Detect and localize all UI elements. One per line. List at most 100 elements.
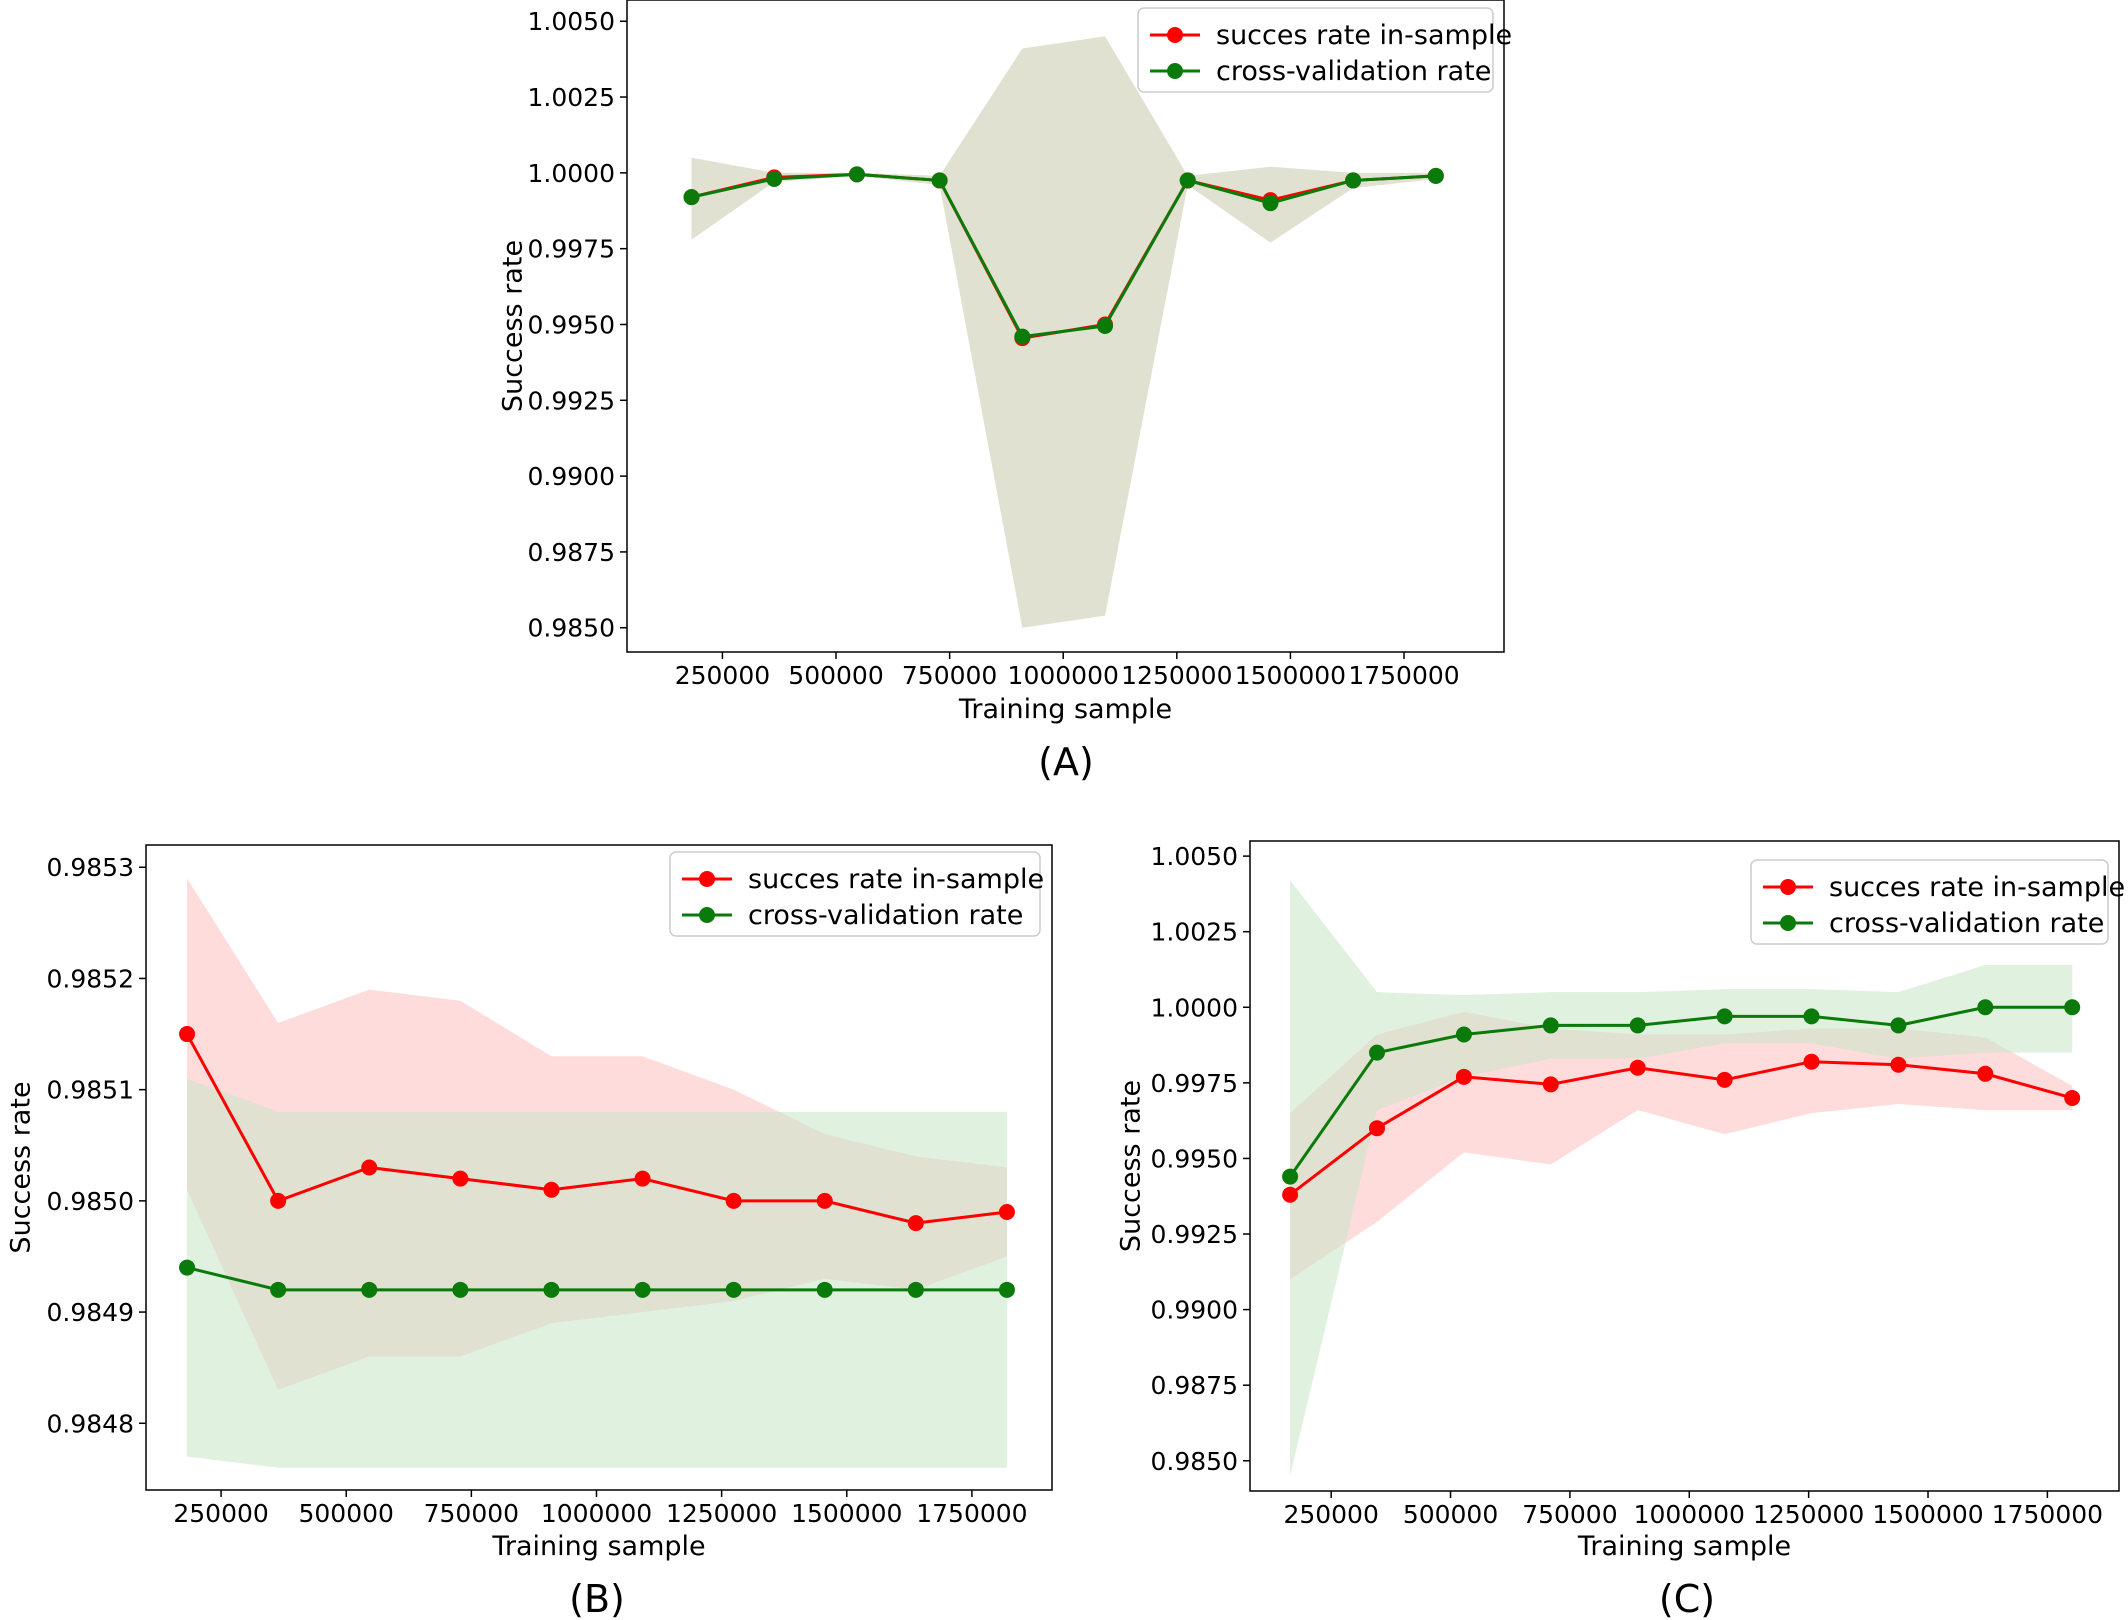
y-tick-label: 0.9925 (1151, 1220, 1238, 1249)
data-point-in-sample (1369, 1120, 1386, 1137)
data-point-cross-validation (907, 1281, 924, 1298)
data-point-in-sample (452, 1170, 469, 1187)
y-tick-label: 1.0025 (528, 83, 615, 112)
confidence-band-cross-validation (1290, 880, 2073, 1476)
data-point-cross-validation (1345, 172, 1362, 189)
data-point-cross-validation (1455, 1026, 1472, 1043)
x-tick-label: 750000 (902, 661, 997, 690)
data-point-cross-validation (1179, 172, 1196, 189)
plot-area (1249, 840, 2120, 1492)
data-point-in-sample (1803, 1053, 1820, 1070)
x-tick-label: 1250000 (1121, 661, 1232, 690)
data-point-cross-validation (1097, 318, 1114, 334)
data-point-cross-validation (1629, 1017, 1646, 1034)
series-line-cross-validation (691, 172, 1436, 339)
chart-panel-b: 250000 500000 750000 1000000 1250000 1500000 1… (5, 844, 1053, 1620)
y-tick-label: 0.9852 (47, 964, 134, 993)
legend-marker (1780, 879, 1796, 895)
x-tick-label: 1000000 (1634, 1500, 1745, 1529)
y-tick-label: 0.9875 (528, 538, 615, 567)
data-point-cross-validation (270, 1281, 287, 1298)
x-axis-label: Training sample (958, 694, 1172, 725)
x-tick-label: 1750000 (1348, 661, 1459, 690)
legend-label: succes rate in-sample (1829, 872, 2125, 903)
y-axis-label: Success rate (5, 1081, 36, 1253)
y-tick-label: 0.9850 (1151, 1447, 1238, 1476)
x-tick-label: 250000 (1283, 1500, 1378, 1529)
data-point-cross-validation (179, 1259, 196, 1276)
legend-box (1750, 859, 2109, 945)
data-point-cross-validation (1716, 1008, 1733, 1025)
chart-panel-c: 250000 500000 750000 1000000 1250000 1500000 1… (1115, 840, 2125, 1620)
data-point-in-sample (1282, 1186, 1299, 1203)
x-tick-label: 500000 (299, 1499, 394, 1528)
data-point-in-sample (725, 1192, 742, 1209)
legend-box (1137, 7, 1494, 93)
y-tick-label: 0.9975 (528, 235, 615, 264)
data-point-cross-validation (1803, 1008, 1820, 1025)
series-line-in-sample (1289, 1060, 2073, 1196)
data-point-cross-validation (2064, 999, 2081, 1016)
data-point-cross-validation (1014, 328, 1031, 345)
y-tick-label: 0.9853 (47, 853, 134, 882)
x-axis-label: Training sample (1577, 1531, 1791, 1562)
legend-label: cross-validation rate (748, 900, 1023, 931)
y-tick-label: 0.9900 (528, 462, 615, 491)
legend-marker (1167, 63, 1183, 79)
data-point-in-sample (543, 1181, 560, 1198)
data-point-cross-validation (1890, 1017, 1907, 1034)
data-point-in-sample (179, 1026, 196, 1043)
x-tick-label: 1750000 (916, 1499, 1027, 1528)
data-point-in-sample (907, 1215, 924, 1232)
y-tick-label: 1.0050 (1151, 842, 1238, 871)
y-tick-label: 0.9975 (1151, 1069, 1238, 1098)
x-tick-label: 250000 (173, 1499, 268, 1528)
data-point-in-sample (1890, 1056, 1907, 1073)
legend: succes rate in-sample cross-validation ra… (1137, 7, 1512, 93)
y-tick-label: 0.9848 (47, 1409, 134, 1438)
y-tick-label: 0.9850 (47, 1187, 134, 1216)
x-tick-label: 500000 (788, 661, 883, 690)
x-tick-label: 1500000 (1872, 1500, 1983, 1529)
data-point-cross-validation (931, 172, 948, 189)
data-point-in-sample (361, 1159, 378, 1176)
series-line-cross-validation (186, 1266, 1007, 1292)
series-line-cross-validation (1288, 1005, 2073, 1178)
data-point-in-sample (998, 1203, 1015, 1220)
y-axis-label: Success rate (497, 240, 528, 412)
x-tick-label: 1250000 (1753, 1500, 1864, 1529)
data-point-cross-validation (1282, 1168, 1299, 1185)
data-point-cross-validation (848, 166, 865, 183)
chart-panel-a: 250000 500000 750000 1000000 1250000 1500000 1… (497, 0, 1512, 784)
y-tick-label: 0.9900 (1151, 1296, 1238, 1325)
legend-marker (699, 871, 715, 887)
legend-box (669, 851, 1041, 937)
data-point-cross-validation (543, 1281, 560, 1298)
legend-marker (1167, 27, 1183, 43)
legend-marker (699, 907, 715, 923)
data-point-in-sample (1977, 1065, 1994, 1082)
x-tick-label: 1000000 (541, 1499, 652, 1528)
legend-marker (1780, 915, 1796, 931)
data-point-cross-validation (998, 1281, 1015, 1298)
plot-area (626, 0, 1505, 653)
data-point-cross-validation (452, 1281, 469, 1298)
data-point-cross-validation (1262, 195, 1279, 212)
legend-label: succes rate in-sample (748, 864, 1044, 895)
data-point-cross-validation (1977, 999, 1994, 1016)
legend-label: succes rate in-sample (1216, 20, 1512, 51)
confidence-band-cross-validation (187, 1078, 1007, 1468)
y-tick-label: 0.9950 (1151, 1144, 1238, 1173)
x-tick-label: 1250000 (666, 1499, 777, 1528)
legend: succes rate in-sample cross-validation ra… (669, 851, 1044, 937)
data-point-cross-validation (683, 189, 700, 206)
data-point-in-sample (634, 1170, 651, 1187)
legend-label: cross-validation rate (1216, 56, 1491, 87)
y-tick-label: 1.0025 (1151, 918, 1238, 947)
y-tick-label: 1.0000 (528, 159, 615, 188)
data-point-cross-validation (816, 1281, 833, 1298)
data-point-in-sample (2064, 1089, 2081, 1106)
y-tick-label: 1.0050 (528, 7, 615, 36)
data-point-in-sample (816, 1192, 833, 1209)
x-axis-label: Training sample (491, 1531, 705, 1562)
